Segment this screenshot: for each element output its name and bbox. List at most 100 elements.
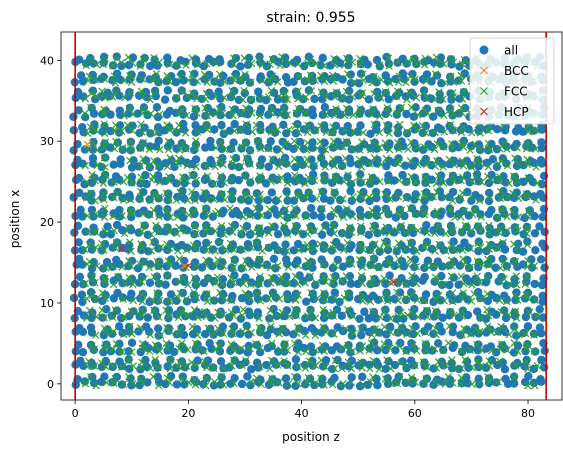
point-fcc: [83, 295, 91, 303]
point-all: [190, 69, 199, 79]
point-fcc: [165, 196, 173, 204]
point-all: [428, 112, 438, 121]
point-all: [474, 237, 483, 246]
point-fcc: [332, 105, 340, 113]
point-all: [359, 187, 368, 197]
point-fcc: [485, 145, 494, 153]
point-fcc: [356, 347, 364, 355]
point-fcc: [266, 264, 275, 272]
point-all: [531, 245, 540, 255]
point-fcc: [120, 279, 129, 288]
point-all: [217, 224, 226, 233]
point-fcc: [118, 363, 126, 371]
point-all: [116, 313, 126, 323]
point-fcc: [358, 263, 367, 271]
point-fcc: [266, 306, 275, 315]
point-all: [153, 112, 163, 122]
point-fcc: [164, 257, 173, 265]
point-fcc: [493, 328, 502, 337]
point-fcc: [495, 228, 503, 237]
point-all: [266, 325, 276, 334]
point-all: [118, 145, 127, 155]
point-all: [227, 263, 236, 273]
point-fcc: [125, 274, 133, 282]
point-fcc: [111, 88, 120, 97]
point-all: [69, 125, 79, 135]
point-fcc: [255, 314, 263, 322]
point-fcc: [533, 312, 541, 320]
point-fcc: [203, 290, 211, 298]
point-fcc: [201, 104, 210, 112]
point-all: [191, 128, 200, 137]
point-fcc: [192, 293, 201, 302]
point-fcc: [192, 262, 200, 270]
point-all: [385, 271, 394, 280]
point-fcc: [163, 71, 171, 80]
point-fcc: [356, 105, 364, 113]
point-fcc: [304, 59, 312, 68]
point-fcc: [394, 312, 402, 321]
point-all: [410, 77, 419, 86]
point-fcc: [255, 223, 264, 232]
point-all: [247, 278, 256, 287]
point-all: [103, 222, 112, 231]
point-fcc: [139, 378, 147, 387]
point-fcc: [114, 272, 122, 281]
point-fcc: [185, 76, 193, 84]
point-all: [540, 263, 549, 272]
point-fcc: [88, 171, 96, 179]
point-fcc: [155, 212, 163, 221]
point-all: [536, 374, 545, 384]
point-fcc: [178, 339, 186, 348]
point-fcc: [432, 296, 440, 304]
point-fcc: [393, 109, 401, 118]
point-all: [112, 52, 121, 61]
point-fcc: [305, 357, 314, 365]
point-fcc: [212, 110, 220, 118]
point-all: [206, 136, 215, 146]
point-fcc: [178, 87, 187, 95]
point-fcc: [420, 296, 429, 305]
point-fcc: [503, 161, 512, 170]
point-fcc: [81, 161, 89, 170]
point-all: [100, 372, 109, 381]
point-fcc: [221, 145, 229, 154]
point-fcc: [523, 240, 532, 249]
point-fcc: [432, 364, 441, 372]
point-fcc: [358, 342, 367, 350]
point-fcc: [163, 324, 171, 332]
point-fcc: [138, 290, 146, 299]
point-fcc: [149, 206, 158, 214]
point-all: [301, 297, 311, 306]
point-fcc: [126, 71, 134, 80]
point-fcc: [193, 61, 202, 69]
point-all: [407, 238, 417, 247]
point-fcc: [457, 374, 466, 382]
point-fcc: [166, 365, 174, 373]
point-fcc: [267, 356, 276, 365]
point-fcc: [139, 55, 148, 64]
point-fcc: [310, 176, 319, 185]
point-fcc: [200, 347, 208, 356]
point-fcc: [328, 380, 337, 389]
point-fcc: [268, 339, 276, 348]
point-fcc: [150, 190, 158, 198]
point-all: [460, 238, 469, 247]
point-all: [368, 291, 378, 300]
point-fcc: [192, 163, 200, 171]
point-fcc: [203, 112, 212, 120]
point-fcc: [367, 339, 376, 347]
point-fcc: [124, 53, 133, 61]
point-all: [491, 378, 501, 387]
point-fcc: [190, 274, 199, 282]
point-fcc: [90, 345, 98, 353]
point-all: [139, 187, 148, 197]
point-fcc: [150, 306, 158, 314]
point-fcc: [165, 173, 173, 181]
point-all: [203, 356, 213, 365]
point-fcc: [344, 305, 352, 314]
point-fcc: [146, 331, 154, 339]
point-fcc: [330, 364, 339, 373]
point-fcc: [365, 193, 373, 201]
point-fcc: [394, 296, 403, 305]
